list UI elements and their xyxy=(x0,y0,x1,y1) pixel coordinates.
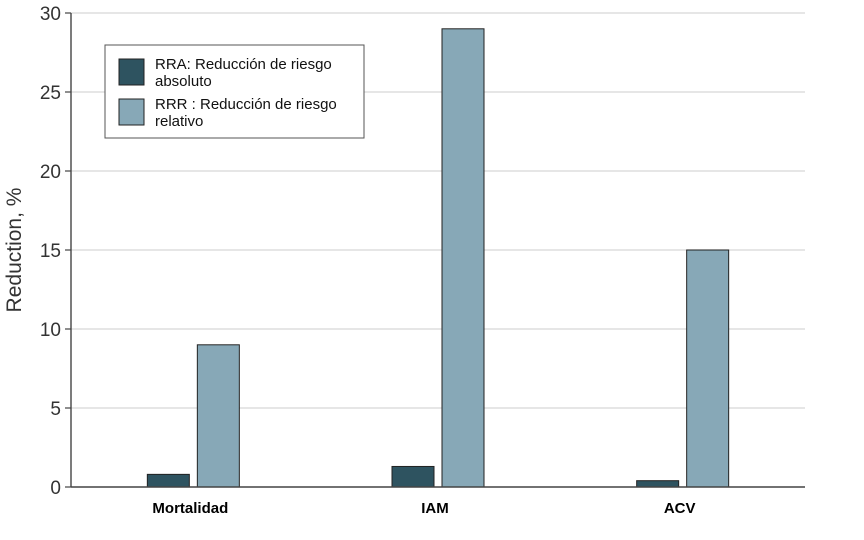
bars xyxy=(146,28,730,488)
y-tick-label: 0 xyxy=(50,478,61,499)
y-tick-label: 10 xyxy=(40,320,61,341)
y-axis-title: Reduction, % xyxy=(3,188,26,313)
bar-rrr-acv xyxy=(686,249,730,488)
x-category-label: ACV xyxy=(664,500,696,517)
x-category-label: IAM xyxy=(421,500,449,517)
bar-rrr-mortalidad xyxy=(196,344,240,488)
x-axis-labels: Mortalidad IAM ACV xyxy=(152,500,695,517)
y-tick-label: 20 xyxy=(40,162,61,183)
bar-rrr-iam xyxy=(441,28,485,488)
legend-label: absoluto xyxy=(155,73,212,90)
legend-label: relativo xyxy=(155,113,203,130)
y-tick-label: 25 xyxy=(40,83,61,104)
y-tick-label: 15 xyxy=(40,241,61,262)
legend-label: RRA: Reducción de riesgo xyxy=(155,56,332,73)
x-category-label: Mortalidad xyxy=(152,500,228,517)
y-axis-ticks: 0 5 10 15 20 25 30 xyxy=(40,4,71,499)
bar-rra-iam xyxy=(391,465,435,488)
y-tick-label: 30 xyxy=(40,4,61,25)
legend-swatch xyxy=(118,58,145,86)
bar-rra-mortalidad xyxy=(146,473,190,488)
bar-rra-acv xyxy=(636,480,680,488)
legend-label: RRR : Reducción de riesgo xyxy=(155,96,337,113)
legend-box xyxy=(104,44,365,139)
y-tick-label: 5 xyxy=(50,399,61,420)
legend-swatch xyxy=(118,98,145,126)
